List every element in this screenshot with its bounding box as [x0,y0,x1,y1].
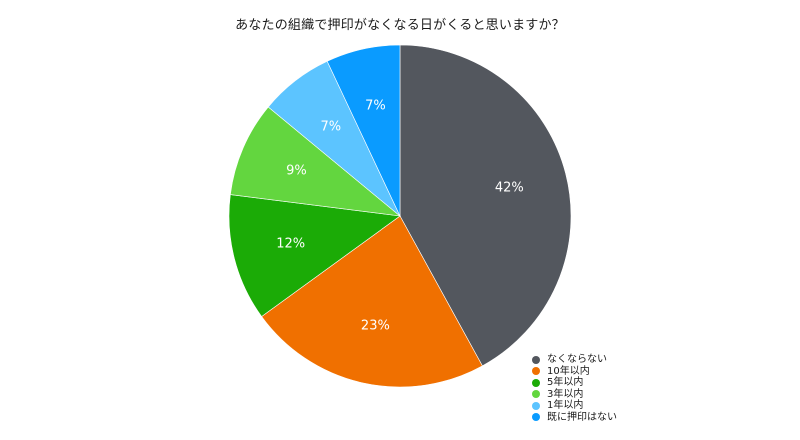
pie-slice-5 [326,44,401,217]
slice-value-label-4: 7% [321,119,342,134]
slice-value-label-0: 42% [495,180,524,195]
pie-slice-labels: 42% 23% 12% 9% 7% 7% [276,98,524,333]
legend-label-3: 3年以内 [547,388,584,400]
legend-item-1: 10年以内 [532,366,682,378]
legend-label-2: 5年以内 [547,377,584,388]
pie-slice-3 [230,106,401,217]
legend-label-0: なくならない [547,354,607,365]
pie-slice-0 [399,44,572,367]
legend-item-5: 既に押印はない [532,412,682,424]
slice-value-label-2: 12% [276,237,305,252]
legend-swatch-0 [532,355,540,364]
legend-swatch-5 [532,413,540,422]
legend-item-3: 3年以内 [532,389,682,401]
legend-label-1: 10年以内 [547,365,590,377]
slice-value-label-5: 7% [365,98,386,113]
legend: なくならない 10年以内 5年以内 3年以内 1年以内 既に押印はない [532,354,682,423]
legend-label-5: 既に押印はない [547,411,617,423]
legend-swatch-4 [532,401,540,410]
legend-swatch-3 [532,390,540,399]
pie-slice-2 [228,194,401,317]
legend-item-2: 5年以内 [532,377,682,389]
legend-swatch-2 [532,378,540,387]
slice-value-label-1: 23% [361,319,390,334]
legend-item-4: 1年以内 [532,400,682,412]
chart-title: あなたの組織で押印がなくなる日がくると思いますか？ [235,18,565,33]
legend-item-0: なくならない [532,354,682,366]
slice-value-label-3: 9% [286,164,307,179]
legend-label-4: 1年以内 [547,400,584,411]
pie-slice-1 [261,215,483,388]
pie-slices [228,44,572,388]
legend-swatch-1 [532,367,540,376]
